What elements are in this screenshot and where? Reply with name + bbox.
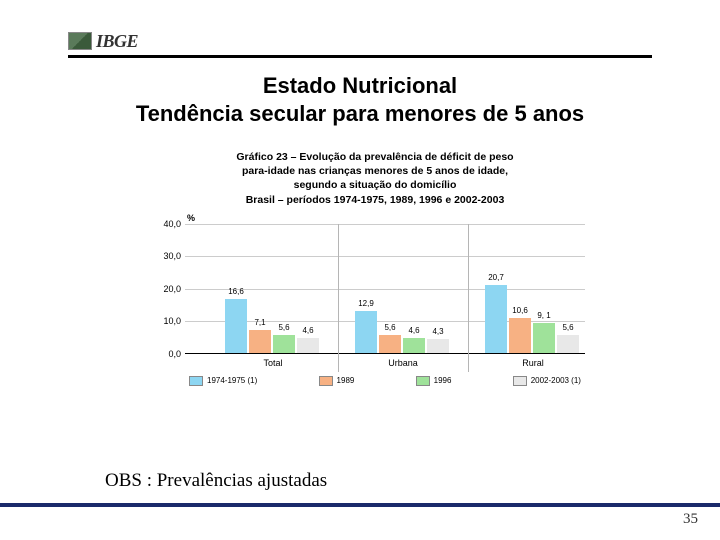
y-tick-label: 20,0	[163, 284, 181, 294]
y-tick-label: 0,0	[168, 349, 181, 359]
y-tick-label: 30,0	[163, 251, 181, 261]
legend-label: 1996	[434, 376, 452, 385]
bar: 12,9	[355, 311, 377, 353]
bar: 4,3	[427, 339, 449, 353]
legend-swatch	[513, 376, 527, 386]
bar-group: 12,95,64,64,3	[355, 311, 451, 353]
group-separator	[338, 224, 339, 372]
legend: 1974-1975 (1) 1989 1996 2002-2003 (1)	[185, 376, 585, 386]
bar-value-label: 7,1	[254, 318, 265, 327]
legend-item: 2002-2003 (1)	[513, 376, 581, 386]
chart: Gráfico 23 – Evolução da prevalência de …	[145, 150, 605, 386]
chart-title-l4: Brasil – períodos 1974-1975, 1989, 1996 …	[246, 194, 505, 206]
group-separator	[468, 224, 469, 372]
bar-value-label: 5,6	[384, 323, 395, 332]
bar-value-label: 12,9	[358, 299, 374, 308]
y-axis-unit: %	[145, 213, 605, 223]
x-tick-label: Total	[263, 358, 282, 368]
title-line2: Tendência secular para menores de 5 anos	[136, 101, 584, 126]
legend-swatch	[189, 376, 203, 386]
legend-label: 1989	[337, 376, 355, 385]
plot-row: 0,010,020,030,040,0 16,67,15,64,612,95,6…	[145, 224, 605, 354]
y-tick-label: 40,0	[163, 219, 181, 229]
chart-title: Gráfico 23 – Evolução da prevalência de …	[145, 150, 605, 207]
legend-item: 1974-1975 (1)	[189, 376, 257, 386]
bar-value-label: 4,6	[302, 326, 313, 335]
title-line1: Estado Nutricional	[263, 73, 457, 98]
x-tick-label: Rural	[522, 358, 544, 368]
footnote: OBS : Prevalências ajustadas	[105, 470, 327, 492]
bar-value-label: 16,6	[228, 287, 244, 296]
y-tick-label: 10,0	[163, 316, 181, 326]
chart-title-l1: Gráfico 23 – Evolução da prevalência de …	[236, 151, 513, 163]
bar-value-label: 9, 1	[537, 311, 550, 320]
gridline	[185, 256, 585, 257]
bar: 16,6	[225, 299, 247, 353]
bar: 4,6	[403, 338, 425, 353]
legend-swatch	[416, 376, 430, 386]
bar: 4,6	[297, 338, 319, 353]
x-tick-label: Urbana	[388, 358, 418, 368]
header-rule	[68, 55, 652, 58]
legend-item: 1996	[416, 376, 452, 386]
chart-title-l3: segundo a situação do domicílio	[294, 179, 457, 191]
logo-icon	[68, 32, 92, 50]
gridline	[185, 224, 585, 225]
bar: 10,6	[509, 318, 531, 352]
bar-group: 20,710,69, 15,6	[485, 285, 581, 352]
bar-value-label: 5,6	[278, 323, 289, 332]
bar: 5,6	[273, 335, 295, 353]
bar: 20,7	[485, 285, 507, 352]
bar-value-label: 20,7	[488, 273, 504, 282]
page-number: 35	[683, 511, 698, 528]
legend-label: 1974-1975 (1)	[207, 376, 257, 385]
logo-text: IBGE	[96, 31, 138, 52]
footer-rule	[0, 503, 720, 507]
bar-value-label: 10,6	[512, 306, 528, 315]
legend-label: 2002-2003 (1)	[531, 376, 581, 385]
bar: 9, 1	[533, 323, 555, 353]
bar: 5,6	[379, 335, 401, 353]
legend-item: 1989	[319, 376, 355, 386]
bar-value-label: 4,3	[432, 327, 443, 336]
bar: 5,6	[557, 335, 579, 353]
x-axis: Total Urbana Rural	[185, 354, 585, 372]
page-title: Estado Nutricional Tendência secular par…	[68, 72, 652, 127]
bar-value-label: 5,6	[562, 323, 573, 332]
bar-value-label: 4,6	[408, 326, 419, 335]
y-axis: 0,010,020,030,040,0	[145, 224, 185, 354]
chart-title-l2: para-idade nas crianças menores de 5 ano…	[242, 165, 508, 177]
legend-swatch	[319, 376, 333, 386]
logo: IBGE	[68, 30, 188, 52]
plot-area: 16,67,15,64,612,95,64,64,320,710,69, 15,…	[185, 224, 585, 354]
bar: 7,1	[249, 330, 271, 353]
bar-group: 16,67,15,64,6	[225, 299, 321, 353]
